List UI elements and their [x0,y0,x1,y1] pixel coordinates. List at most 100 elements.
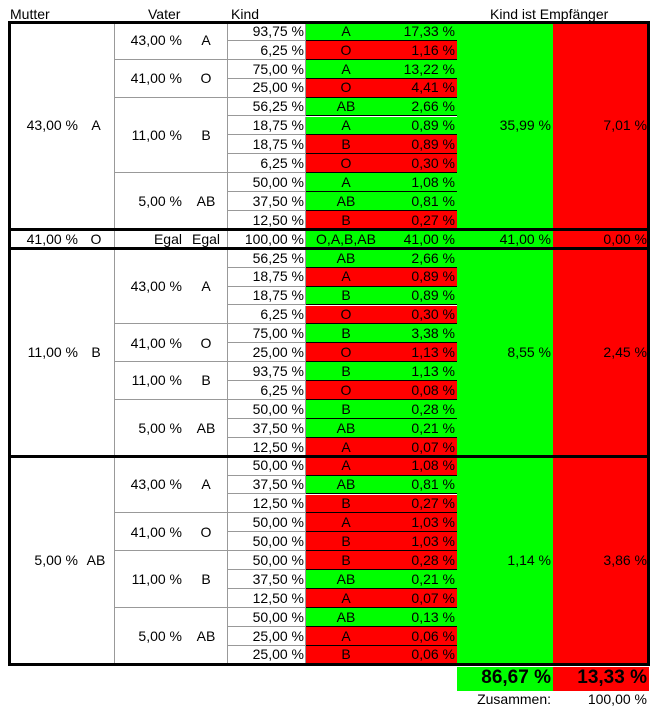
child-result: 0,30 % [411,306,455,323]
child-type-cell [306,400,457,419]
child-type: AB [336,192,356,209]
recipient-no: 0,00 % [603,230,647,247]
father-cell [114,97,228,174]
header-father: Vater [148,6,181,22]
father-type: O [200,70,212,86]
child-pct-cell [228,494,306,514]
child-pct: 50,00 % [252,514,304,531]
father-pct: 5,00 % [138,192,182,209]
child-type-cell [306,324,457,344]
recipient-no-cell [553,22,649,230]
child-type: B [341,495,351,512]
father-type: A [201,277,211,294]
child-pct: 37,50 % [252,476,304,493]
child-type-cell [306,570,457,589]
recipient-no: 7,01 % [603,117,647,134]
child-pct: 56,25 % [252,98,304,115]
child-type: AB [336,570,356,587]
child-pct: 18,75 % [252,268,304,285]
child-pct-cell [228,456,306,476]
child-type-cell [306,418,457,438]
child-pct: 93,75 % [252,22,304,39]
child-pct-cell [228,626,306,646]
group-separator [8,20,650,24]
child-pct: 25,00 % [252,344,304,361]
father-type: Egal [191,230,221,247]
total-sum: 100,00 % [587,690,647,707]
child-pct: 18,75 % [252,136,304,153]
child-pct-cell [228,40,306,60]
child-result: 13,22 % [403,60,455,77]
child-pct: 37,50 % [252,419,304,436]
child-pct-cell [228,286,306,306]
child-result: 4,41 % [411,79,455,96]
father-type: O [200,334,212,351]
recipient-yes-cell [457,456,553,665]
father-pct: 11,00 % [131,126,182,143]
child-pct: 50,00 % [252,608,304,625]
group-separator [8,228,650,232]
child-pct: 6,25 % [260,306,304,323]
father-type: AB [196,627,216,644]
father-cell [114,456,228,514]
child-pct: 50,00 % [252,400,304,417]
recipient-no-cell [553,456,649,665]
father-cell [114,513,228,552]
child-pct-cell [228,116,306,136]
child-pct: 50,00 % [252,533,304,550]
child-pct-cell [228,589,306,608]
child-type: AB [336,419,356,436]
child-type: A [341,457,351,474]
child-result: 0,89 % [411,268,455,285]
recipient-yes: 41,00 % [499,230,551,247]
father-cell [114,59,228,98]
child-type: AB [336,98,356,115]
father-pct: 43,00 % [130,476,182,493]
child-type-cell [306,286,457,306]
child-type-cell [306,456,457,476]
recipient-yes-cell [457,22,553,230]
recipient-no: 2,45 % [603,344,647,361]
child-pct: 18,75 % [252,117,304,134]
child-pct-cell [228,513,306,533]
child-type: B [341,551,351,568]
recipient-no: 3,86 % [603,551,647,568]
child-pct: 25,00 % [252,627,304,644]
child-result: 0,28 % [411,551,455,568]
child-type: A [341,268,351,285]
child-result: 0,21 % [411,419,455,436]
child-result: 1,03 % [411,533,455,550]
child-pct: 12,50 % [252,589,304,606]
father-pct: 5,00 % [138,419,182,436]
father-cell [114,248,228,325]
child-result: 0,07 % [411,589,455,606]
child-type: B [341,400,351,417]
father-pct: 41,00 % [130,334,182,351]
child-result: 0,89 % [411,117,455,134]
child-type: A [341,627,351,644]
child-type-cell [306,78,457,98]
father-pct: 11,00 % [131,372,182,389]
child-result: 0,30 % [411,155,455,172]
child-pct: 6,25 % [260,381,304,398]
child-result: 0,81 % [411,192,455,209]
header-mother: Mutter [10,6,50,22]
child-type-cell [306,267,457,287]
child-result: 1,13 % [411,362,455,379]
child-pct-cell [228,418,306,438]
recipient-yes-cell [457,248,553,457]
child-pct-cell [228,59,306,79]
child-result: 1,16 % [411,41,455,58]
mother-type: O [90,230,102,247]
child-result: 0,08 % [411,381,455,398]
child-type: O [340,306,352,323]
child-type: O [340,41,352,58]
child-type-cell [306,513,457,533]
child-type-cell [306,248,457,268]
father-cell [114,362,228,400]
recipient-yes: 1,14 % [507,551,551,568]
child-type: A [341,438,351,455]
father-cell [114,324,228,363]
child-type: A [341,173,351,190]
child-pct: 50,00 % [252,173,304,190]
